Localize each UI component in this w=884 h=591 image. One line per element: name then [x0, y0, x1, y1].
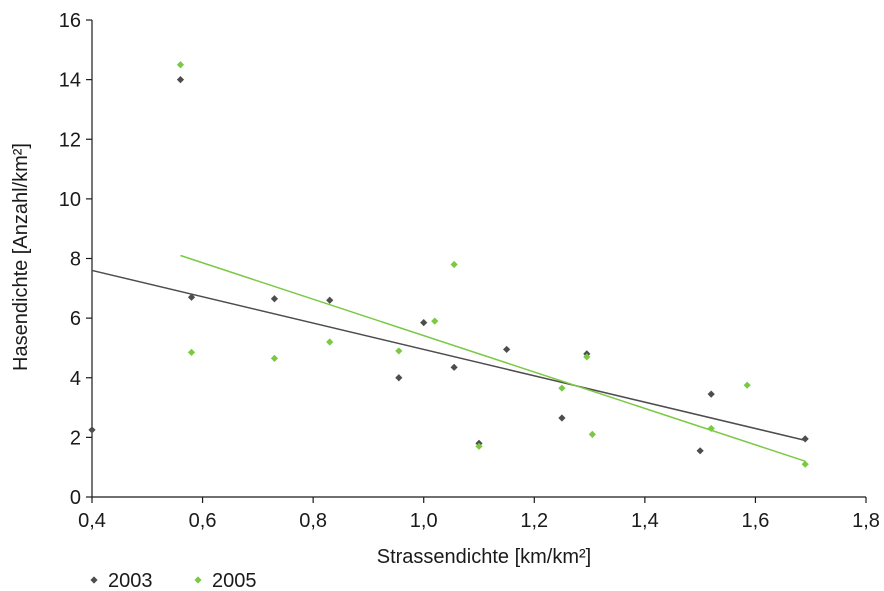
y-tick-label: 0	[70, 487, 81, 509]
x-tick-label: 1,4	[631, 510, 659, 532]
data-points	[88, 61, 809, 468]
data-point-2005	[588, 430, 596, 438]
data-point-2005	[475, 442, 483, 450]
data-point-2003	[503, 345, 511, 354]
data-point-2003	[88, 426, 96, 434]
data-point-2003	[420, 318, 428, 327]
data-point-2005	[431, 317, 439, 325]
trendlines	[91, 254, 806, 462]
data-point-2005	[395, 347, 403, 355]
legend-label-2003: 2003	[108, 570, 153, 591]
x-tick-label: 1,2	[520, 510, 548, 532]
x-tick-label: 1,8	[852, 510, 880, 532]
data-point-2005	[187, 348, 196, 357]
data-point-2003	[395, 374, 403, 382]
data-point-2005	[583, 353, 591, 361]
data-point-2005	[707, 424, 715, 433]
y-axis-label: Hasendichte [Anzahl/km²]	[10, 143, 32, 371]
x-tick-label: 1,0	[410, 510, 438, 532]
legend-marker-2003	[90, 576, 98, 584]
data-point-2003	[176, 76, 185, 84]
trendline-2003	[91, 269, 806, 442]
y-tick-label: 6	[70, 308, 81, 330]
axes: 0 2 4 6 8 10 12 14 16 0,4 0,6 0,8 1,0 1,2 1,4 1,6 1,8	[59, 10, 880, 532]
legend: 2003 2005	[90, 570, 257, 591]
data-point-2003	[270, 295, 279, 303]
data-point-2005	[801, 460, 809, 468]
x-tick-label: 0,4	[78, 510, 106, 532]
data-point-2005	[450, 260, 458, 269]
data-point-2003	[801, 435, 809, 443]
y-tick-label: 14	[59, 70, 81, 92]
x-tick-label: 0,8	[299, 510, 327, 532]
y-tick-label: 4	[70, 368, 81, 390]
data-point-2005	[743, 381, 751, 389]
data-point-2003	[187, 293, 196, 301]
data-point-2003	[696, 447, 704, 455]
x-axis-label: Strassendichte [km/km²]	[377, 546, 592, 568]
x-tick-label: 1,6	[742, 510, 770, 532]
data-point-2003	[558, 414, 566, 422]
data-point-2005	[176, 61, 185, 69]
data-point-2005	[558, 384, 566, 392]
data-point-2005	[326, 338, 334, 346]
y-tick-label: 2	[70, 427, 81, 449]
legend-label-2005: 2005	[212, 570, 257, 591]
trendline-2005	[180, 254, 806, 462]
data-point-2005	[270, 354, 279, 362]
data-point-2003	[707, 390, 715, 398]
legend-marker-2005	[194, 576, 202, 584]
data-point-2003	[326, 296, 334, 304]
y-tick-label: 16	[59, 10, 81, 32]
x-tick-label: 0,6	[189, 510, 217, 532]
data-point-2003	[450, 363, 458, 371]
y-tick-label: 8	[70, 249, 81, 271]
y-tick-label: 10	[59, 189, 81, 211]
y-tick-label: 12	[59, 129, 81, 151]
